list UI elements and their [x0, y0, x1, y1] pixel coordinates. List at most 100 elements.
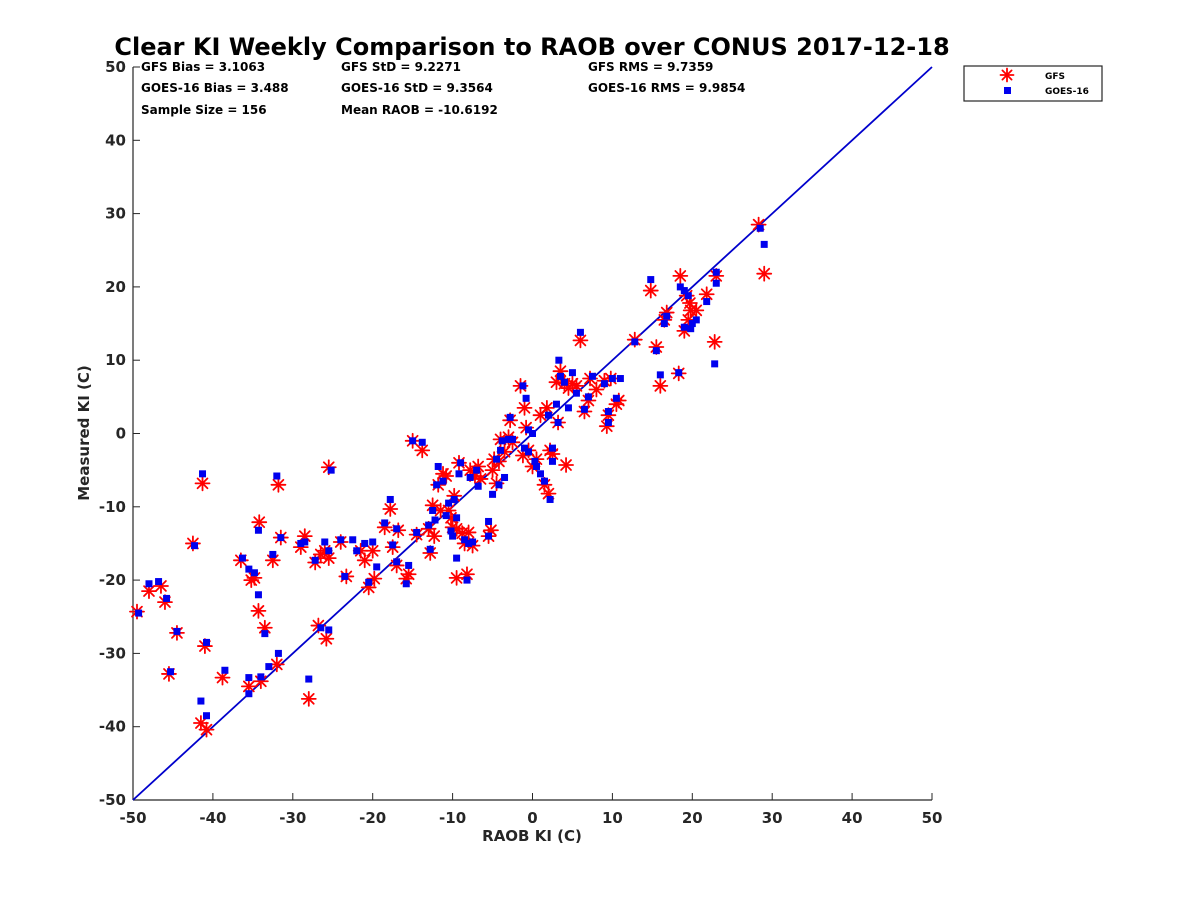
goes16-point [469, 538, 477, 546]
gfs-point [652, 377, 669, 394]
goes16-point [498, 437, 506, 445]
gfs-point [448, 570, 465, 586]
goes16-point [548, 457, 556, 465]
goes16-point [261, 630, 269, 638]
goes16-point [317, 624, 325, 632]
goes16-point [418, 438, 426, 446]
goes16-point [680, 287, 688, 295]
gfs-std-text: GFS StD = 9.2271 [341, 60, 461, 74]
legend: GFS GOES-16 [963, 65, 1103, 102]
legend-goes16-label: GOES-16 [1045, 87, 1089, 97]
y-tick-label: -50 [99, 791, 126, 809]
goes16-point [155, 578, 163, 586]
goes16-point [652, 347, 660, 355]
gfs-point [688, 302, 705, 319]
goes16-bias-text: GOES-16 Bias = 3.488 [141, 81, 289, 95]
goes16-point [756, 224, 764, 232]
goes16-point [501, 473, 509, 481]
goes16-point [301, 538, 309, 546]
goes16-point [250, 569, 258, 577]
x-tick-label: 0 [527, 809, 537, 827]
goes16-point [365, 578, 373, 586]
goes16-point [485, 532, 493, 540]
x-axis-label: RAOB KI (C) [482, 827, 582, 845]
goes16-point [552, 400, 560, 408]
goes16-point [433, 481, 441, 489]
sample-size-text: Sample Size = 156 [141, 103, 267, 117]
goes16-point [413, 528, 421, 536]
goes16-point [647, 276, 655, 284]
gfs-point [300, 690, 317, 707]
goes16-point [663, 312, 671, 320]
goes16-point [497, 446, 505, 454]
goes16-std-text: GOES-16 StD = 9.3564 [341, 81, 493, 95]
goes16-point [389, 541, 397, 549]
goes16-point [703, 298, 711, 306]
goes16-point [425, 521, 433, 529]
gfs-point [706, 333, 723, 350]
goes16-point [711, 360, 719, 368]
goes16-point [341, 572, 349, 580]
y-tick-label: 20 [105, 278, 126, 296]
x-tick-label: 10 [602, 809, 623, 827]
goes16-point [197, 697, 205, 705]
goes16-point [463, 576, 471, 584]
y-tick-label: 30 [105, 205, 126, 223]
goes16-point [245, 690, 253, 698]
goes16-point [353, 547, 361, 555]
gfs-point [194, 475, 211, 492]
gfs-series [129, 216, 773, 738]
legend-gfs-marker [999, 67, 1015, 83]
goes16-point [455, 470, 463, 478]
goes16-point [269, 550, 277, 558]
goes16-point [447, 527, 455, 535]
goes16-point [402, 580, 410, 588]
goes16-point [529, 430, 536, 437]
goes16-point [572, 389, 580, 397]
chart-title: Clear KI Weekly Comparison to RAOB over … [114, 33, 949, 61]
gfs-point [270, 476, 287, 493]
y-tick-label: -20 [99, 571, 126, 589]
gfs-point [460, 524, 477, 541]
goes16-point [675, 369, 683, 377]
gfs-point [516, 399, 533, 416]
x-tick-label: 20 [682, 809, 703, 827]
goes16-series [135, 224, 768, 720]
goes16-point [544, 411, 552, 419]
goes16-point [426, 545, 434, 553]
x-tick-label: -50 [119, 809, 146, 827]
goes16-point [369, 538, 377, 546]
goes16-point [191, 542, 199, 550]
legend-gfs-asterisk [999, 67, 1015, 83]
goes16-point [656, 371, 664, 379]
goes16-point [485, 517, 493, 525]
goes16-rms-text: GOES-16 RMS = 9.9854 [588, 81, 745, 95]
goes16-point [325, 626, 333, 634]
goes16-point [564, 404, 572, 412]
goes16-point [393, 558, 401, 566]
goes16-point [519, 382, 527, 390]
goes16-point [554, 419, 562, 427]
goes16-point [321, 538, 329, 546]
goes16-point [163, 594, 171, 602]
gfs-rms-text: GFS RMS = 9.7359 [588, 60, 713, 74]
x-tick-label: 30 [762, 809, 783, 827]
legend-gfs-label: GFS [1045, 72, 1065, 82]
x-tick-label: -30 [279, 809, 306, 827]
goes16-point [373, 563, 381, 571]
goes16-point [489, 490, 497, 498]
gfs-point [356, 552, 373, 569]
goes16-point [608, 375, 616, 383]
goes16-point [393, 525, 401, 533]
gfs-point [198, 721, 215, 738]
goes16-point [449, 532, 457, 540]
legend-goes16-marker [1004, 87, 1011, 94]
goes16-point [604, 408, 612, 416]
goes16-point [692, 316, 700, 324]
y-axis-label: Measured KI (C) [75, 365, 93, 501]
goes16-point [493, 455, 501, 463]
goes16-point [505, 435, 513, 443]
goes16-point [203, 712, 211, 720]
goes16-point [688, 320, 696, 328]
x-tick-label: -20 [359, 809, 386, 827]
